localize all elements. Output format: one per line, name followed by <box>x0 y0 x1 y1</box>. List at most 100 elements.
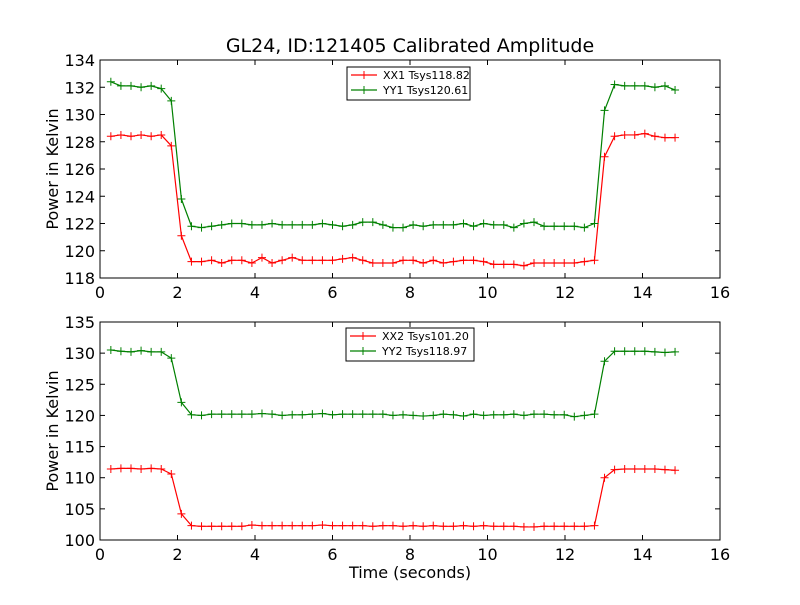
series-line-1 <box>110 132 676 267</box>
x-axis-label: Time (seconds) <box>348 563 471 582</box>
data-point <box>449 220 458 229</box>
data-point <box>127 132 135 141</box>
data-point <box>257 521 266 530</box>
data-point <box>278 256 287 265</box>
x-tick-label: 10 <box>477 545 497 564</box>
data-point <box>177 398 186 407</box>
data-point <box>278 411 287 420</box>
data-point <box>550 410 559 419</box>
data-point <box>308 521 317 530</box>
data-point <box>167 469 176 478</box>
data-point <box>358 521 367 530</box>
data-point <box>197 223 206 232</box>
series-line-1 <box>110 467 676 528</box>
data-point <box>560 222 569 231</box>
x-tick-label: 10 <box>477 283 497 302</box>
data-point <box>187 257 196 266</box>
data-point <box>620 464 629 473</box>
data-point <box>590 256 599 265</box>
data-point <box>459 521 468 530</box>
data-point <box>439 220 448 229</box>
data-point <box>318 256 327 265</box>
data-point <box>288 521 297 530</box>
data-point <box>197 411 206 420</box>
data-point <box>449 522 458 531</box>
legend-marker <box>360 71 368 79</box>
data-point <box>368 259 377 268</box>
data-point <box>338 521 347 530</box>
legend-label: XX1 Tsys118.82 <box>383 69 470 82</box>
data-point <box>439 259 448 268</box>
x-tick-label: 4 <box>250 545 260 564</box>
x-tick-label: 8 <box>405 283 415 302</box>
data-point <box>348 521 357 530</box>
data-point <box>419 222 428 231</box>
y-tick-label: 120 <box>64 406 95 425</box>
data-point <box>177 509 186 518</box>
data-point <box>116 130 125 139</box>
data-point <box>247 410 256 419</box>
data-point <box>540 222 549 231</box>
data-point <box>147 347 156 356</box>
data-point <box>157 130 166 139</box>
data-point <box>620 130 629 139</box>
data-point <box>237 219 246 228</box>
y-tick-label: 122 <box>64 215 95 234</box>
data-point <box>640 129 649 138</box>
data-point <box>550 522 559 531</box>
data-point <box>368 218 377 227</box>
data-point <box>409 220 418 229</box>
data-point <box>217 410 226 419</box>
data-point <box>308 256 317 265</box>
data-point <box>217 220 226 229</box>
data-point <box>429 521 438 530</box>
data-point <box>610 465 619 474</box>
data-point <box>157 464 166 473</box>
data-point <box>127 464 135 473</box>
y-tick-label: 135 <box>64 313 95 332</box>
data-point <box>378 220 387 229</box>
data-point <box>429 411 438 420</box>
data-point <box>660 133 669 142</box>
data-point <box>600 357 609 366</box>
data-point <box>519 411 528 420</box>
data-point <box>660 81 669 90</box>
data-point <box>469 410 478 419</box>
data-point <box>257 409 266 418</box>
legend-marker <box>360 86 368 94</box>
data-point <box>509 260 518 269</box>
data-point <box>479 257 488 266</box>
plot-1: 0 2 4 6 8 10 12 14 16 118 120 122 124 126 128 130 132 134… <box>43 51 730 302</box>
data-point <box>268 259 277 268</box>
data-point <box>479 411 488 420</box>
data-point <box>540 259 549 268</box>
x-tick-label: 2 <box>172 283 182 302</box>
data-point <box>328 410 337 419</box>
data-point <box>610 132 619 141</box>
data-point <box>247 521 256 530</box>
data-point <box>459 412 468 421</box>
data-point <box>378 410 387 419</box>
legend-marker <box>359 347 367 355</box>
data-point <box>560 259 569 268</box>
x-tick-label: 14 <box>632 283 652 302</box>
data-point <box>116 81 125 90</box>
data-point <box>388 223 397 232</box>
data-point <box>187 410 196 419</box>
data-point <box>268 521 277 530</box>
data-point <box>137 130 146 139</box>
data-point <box>197 257 206 266</box>
data-point <box>106 77 115 86</box>
data-point <box>610 80 619 89</box>
data-point <box>671 133 680 142</box>
data-point <box>157 84 166 93</box>
data-point <box>509 522 518 531</box>
data-point <box>630 130 639 139</box>
data-point <box>247 259 256 268</box>
y-tick-label: 110 <box>64 469 95 488</box>
data-point <box>177 231 186 240</box>
legend-label: XX2 Tsys101.20 <box>382 330 469 343</box>
y-tick-label: 128 <box>64 133 95 152</box>
data-point <box>318 521 327 530</box>
data-point <box>338 254 347 263</box>
